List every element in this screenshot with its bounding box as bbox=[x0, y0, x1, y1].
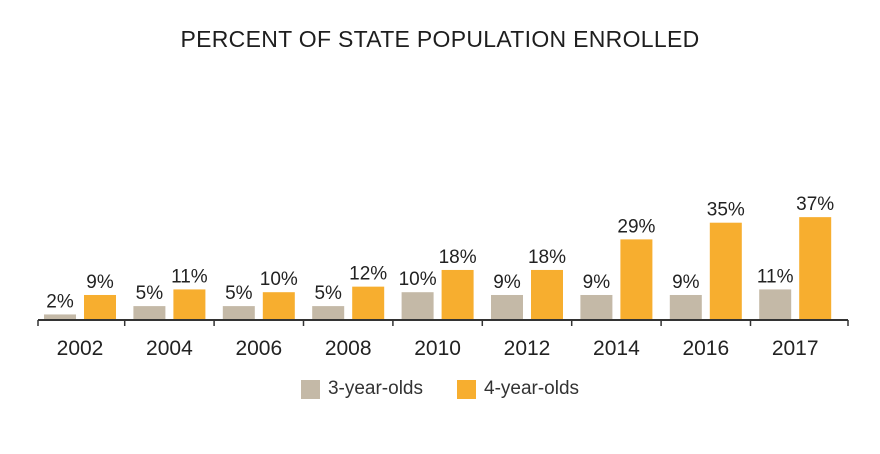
data-label-3-year-olds-2010: 10% bbox=[399, 269, 437, 290]
legend-item-3-year-olds: 3-year-olds bbox=[300, 378, 423, 400]
bar-4-year-olds-2002 bbox=[84, 294, 116, 320]
data-label-4-year-olds-2008: 12% bbox=[349, 264, 387, 285]
x-tick-label-2002: 2002 bbox=[57, 337, 104, 360]
data-label-4-year-olds-2012: 18% bbox=[528, 247, 566, 268]
data-label-4-year-olds-2010: 18% bbox=[439, 247, 477, 268]
bars-layer: 2%9%5%11%5%10%5%12% 10%18%9%18%9%29%9%35%… bbox=[44, 194, 834, 320]
bar-4-year-olds-2010 bbox=[441, 269, 474, 320]
bar-3-year-olds-2004 bbox=[133, 306, 166, 320]
data-label-3-year-olds-2006: 5% bbox=[225, 283, 253, 304]
x-tick-label-2004: 2004 bbox=[146, 337, 193, 360]
x-tick-label-2016: 2016 bbox=[682, 337, 729, 360]
data-label-3-year-olds-2014: 9% bbox=[583, 272, 611, 293]
bar-4-year-olds-2004 bbox=[173, 289, 206, 320]
data-label-4-year-olds-2002: 9% bbox=[86, 272, 114, 293]
data-label-3-year-olds-2016: 9% bbox=[672, 272, 700, 293]
bar-3-year-olds-2017 bbox=[759, 289, 792, 320]
legend: 3-year-olds 4-year-olds bbox=[0, 378, 880, 400]
legend-label-3-year-olds: 3-year-olds bbox=[327, 378, 423, 399]
chart-title: PERCENT OF STATE POPULATION ENROLLED bbox=[180, 26, 700, 52]
data-label-3-year-olds-2004: 5% bbox=[136, 283, 164, 304]
bar-3-year-olds-2012 bbox=[491, 294, 523, 320]
bar-3-year-olds-2008 bbox=[312, 306, 345, 320]
legend-swatch-4-year-olds bbox=[457, 379, 476, 399]
x-tick-label-2006: 2006 bbox=[235, 337, 282, 360]
x-tick-label-2014: 2014 bbox=[593, 337, 640, 360]
x-tick-label-2010: 2010 bbox=[414, 337, 461, 360]
bar-4-year-olds-2017 bbox=[799, 217, 832, 320]
legend-label-4-year-olds: 4-year-olds bbox=[484, 378, 580, 399]
bar-4-year-olds-2014 bbox=[620, 239, 653, 320]
legend-swatch-3-year-olds bbox=[300, 379, 320, 399]
bar-3-year-olds-2010 bbox=[401, 292, 434, 320]
x-axis-ticks: 2002 2004 2006 2008 2010 2012 2014 2016 2017 bbox=[37, 320, 849, 360]
data-label-3-year-olds-2002: 2% bbox=[46, 291, 74, 312]
data-label-4-year-olds-2014: 29% bbox=[617, 216, 655, 237]
bar-3-year-olds-2006 bbox=[222, 306, 255, 320]
bar-4-year-olds-2012 bbox=[531, 269, 563, 320]
x-tick-label-2012: 2012 bbox=[504, 337, 551, 360]
bar-4-year-olds-2006 bbox=[262, 292, 295, 320]
bar-3-year-olds-2014 bbox=[580, 294, 613, 320]
data-label-3-year-olds-2008: 5% bbox=[314, 283, 342, 304]
bar-3-year-olds-2002 bbox=[44, 314, 76, 320]
legend-item-4-year-olds: 4-year-olds bbox=[457, 378, 579, 400]
data-label-4-year-olds-2004: 11% bbox=[171, 266, 208, 287]
data-label-4-year-olds-2006: 10% bbox=[260, 269, 298, 290]
bar-3-year-olds-2016 bbox=[669, 294, 702, 320]
bar-4-year-olds-2016 bbox=[709, 222, 742, 320]
data-label-3-year-olds-2017: 11% bbox=[757, 266, 794, 287]
data-label-4-year-olds-2016: 35% bbox=[707, 200, 745, 221]
data-label-4-year-olds-2017: 37% bbox=[796, 194, 834, 215]
x-tick-label-2017: 2017 bbox=[772, 337, 819, 360]
bar-4-year-olds-2008 bbox=[352, 286, 385, 320]
x-tick-label-2008: 2008 bbox=[325, 337, 372, 360]
data-label-3-year-olds-2012: 9% bbox=[493, 272, 521, 293]
